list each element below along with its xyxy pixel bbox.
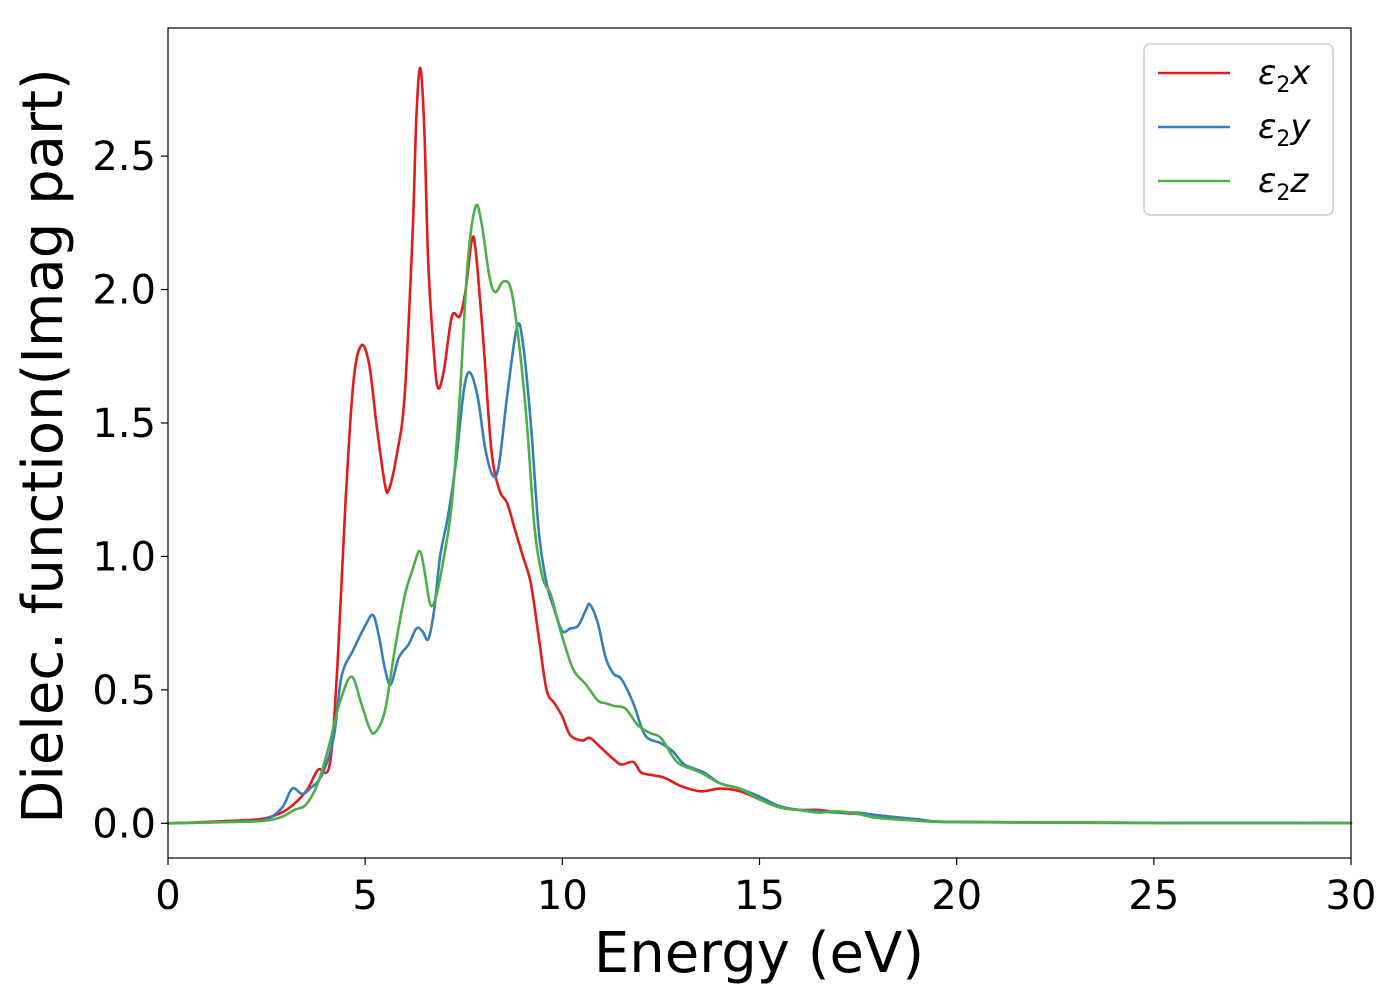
y-axis-title: Dielec. function(Imag part) xyxy=(11,68,76,824)
y-axis-ticks: 0.0 0.5 1.0 1.5 2.0 2.5 xyxy=(92,134,168,847)
legend-box xyxy=(1143,43,1334,216)
legend-label-z: ε2z xyxy=(1258,161,1309,206)
y-tick-label: 1.5 xyxy=(92,401,156,447)
legend-label-y: ε2y xyxy=(1258,107,1311,152)
x-tick-label: 10 xyxy=(537,873,588,919)
series-line-z xyxy=(166,203,1353,825)
x-tick-label: 15 xyxy=(734,873,785,919)
legend: ε2x ε2y ε2z xyxy=(1143,43,1334,216)
series-layer xyxy=(166,66,1353,825)
legend-label-x: ε2x xyxy=(1258,53,1311,98)
x-tick-label: 20 xyxy=(931,873,982,919)
y-tick-label: 1.0 xyxy=(92,534,156,580)
series-line-y xyxy=(166,322,1353,825)
x-tick-label: 25 xyxy=(1128,873,1179,919)
y-tick-label: 0.5 xyxy=(92,668,156,714)
x-tick-label: 5 xyxy=(352,873,377,919)
x-tick-label: 30 xyxy=(1326,873,1377,919)
y-tick-label: 2.0 xyxy=(92,268,156,314)
x-tick-label: 0 xyxy=(155,873,180,919)
x-axis-title: Energy (eV) xyxy=(594,921,924,986)
x-axis-ticks: 0 5 10 15 20 25 30 xyxy=(155,858,1376,919)
y-tick-label: 0.0 xyxy=(92,801,156,847)
y-tick-label: 2.5 xyxy=(92,134,156,180)
